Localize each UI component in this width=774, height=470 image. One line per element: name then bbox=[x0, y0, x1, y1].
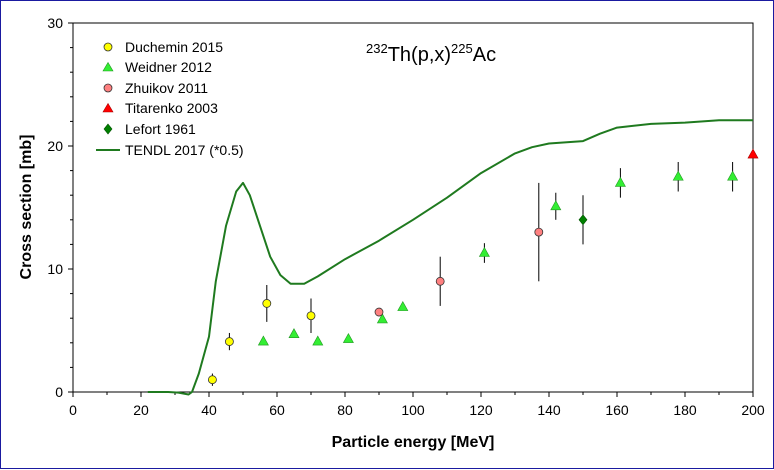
legend-marker-duchemin bbox=[103, 42, 113, 52]
data-point-series-1 bbox=[614, 176, 626, 187]
data-point-series-1 bbox=[376, 313, 388, 324]
x-tick-label: 80 bbox=[337, 402, 353, 418]
data-points bbox=[207, 148, 759, 386]
tendl-curve bbox=[147, 119, 753, 396]
data-point-series-1 bbox=[342, 332, 354, 343]
data-point-series-1 bbox=[288, 328, 300, 338]
data-point-series-0 bbox=[306, 311, 316, 321]
data-point-series-0 bbox=[262, 299, 272, 308]
title-product: Ac bbox=[473, 44, 496, 66]
legend-label-weidner: Weidner 2012 bbox=[125, 59, 212, 75]
legend-label-titarenko: Titarenko 2003 bbox=[125, 100, 218, 116]
data-point-series-4 bbox=[578, 214, 588, 226]
data-point-series-1 bbox=[672, 170, 684, 181]
axis-ticks: 0 20 40 60 80 100 120 140 160 180 200 0 10 20 30 bbox=[47, 15, 764, 418]
legend-marker-zhuikov bbox=[103, 83, 113, 93]
legend-label-zhuikov: Zhuikov 2011 bbox=[125, 80, 208, 96]
legend-marker-titarenko bbox=[102, 102, 114, 113]
y-axis-label: Cross section [mb] bbox=[18, 135, 35, 280]
x-tick-label: 140 bbox=[537, 402, 561, 418]
data-point-series-1 bbox=[257, 335, 269, 346]
legend-marker-weidner bbox=[102, 61, 114, 72]
legend-label-duchemin: Duchemin 2015 bbox=[125, 39, 223, 55]
x-tick-label: 120 bbox=[469, 402, 493, 418]
y-tick-label: 10 bbox=[47, 261, 63, 277]
data-point-series-2 bbox=[374, 307, 384, 317]
data-point-series-1 bbox=[397, 301, 409, 311]
data-point-series-0 bbox=[224, 337, 234, 346]
data-point-series-0 bbox=[207, 375, 217, 385]
x-tick-label: 60 bbox=[269, 402, 285, 418]
data-point-series-1 bbox=[727, 170, 739, 181]
legend-label-tendl: TENDL 2017 (*0.5) bbox=[125, 142, 244, 158]
title-product-mass: 225 bbox=[451, 41, 473, 56]
title-target: Th(p,x) bbox=[388, 44, 451, 66]
x-tick-label: 180 bbox=[673, 402, 697, 418]
data-point-series-2 bbox=[435, 276, 445, 286]
x-axis-label: Particle energy [MeV] bbox=[332, 434, 495, 451]
y-tick-label: 20 bbox=[47, 138, 63, 154]
tendl-curve-group bbox=[147, 119, 753, 396]
data-point-series-3 bbox=[747, 148, 759, 159]
x-tick-label: 160 bbox=[605, 402, 629, 418]
legend-marker-lefort bbox=[103, 123, 113, 135]
data-point-series-1 bbox=[312, 335, 324, 346]
x-tick-label: 20 bbox=[133, 402, 149, 418]
x-tick-label: 40 bbox=[201, 402, 217, 418]
x-tick-label: 0 bbox=[69, 402, 77, 418]
data-point-series-1 bbox=[478, 246, 490, 257]
plot-area bbox=[72, 22, 754, 393]
legend-label-lefort: Lefort 1961 bbox=[125, 121, 196, 137]
legend: Duchemin 2015 Weidner 2012 Zhuikov 2011 … bbox=[96, 39, 244, 158]
data-point-series-2 bbox=[534, 227, 544, 237]
title-target-mass: 232 bbox=[366, 41, 388, 56]
x-tick-label: 100 bbox=[401, 402, 425, 418]
y-tick-label: 0 bbox=[55, 384, 63, 400]
chart-title: 232Th(p,x)225Ac bbox=[366, 41, 496, 66]
x-tick-label: 200 bbox=[741, 402, 765, 418]
data-point-series-1 bbox=[550, 200, 562, 211]
y-tick-label: 30 bbox=[47, 15, 63, 31]
